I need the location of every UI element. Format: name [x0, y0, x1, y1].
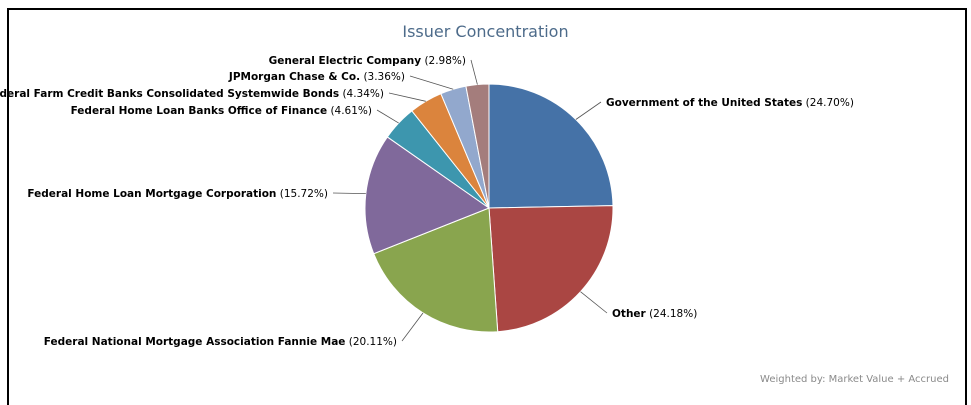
slice-label: JPMorgan Chase & Co. (3.36%) — [228, 71, 405, 83]
slice-connector — [376, 109, 399, 124]
slice-label: Government of the United States (24.70%) — [606, 97, 854, 109]
pie-slice[interactable] — [488, 205, 614, 333]
slice-connector — [580, 291, 608, 314]
slice-label: Federal Farm Credit Banks Consolidated S… — [0, 88, 384, 100]
slice-label: Other (24.18%) — [612, 308, 697, 320]
slice-connector — [332, 192, 366, 195]
pie-slice[interactable] — [465, 83, 490, 209]
slice-label: General Electric Company (2.98%) — [269, 55, 466, 67]
chart-title: Issuer Concentration — [402, 22, 569, 41]
slice-connector — [470, 59, 478, 85]
pie-slice[interactable] — [488, 83, 614, 209]
slice-connector — [388, 92, 426, 102]
pie-slice[interactable] — [373, 207, 499, 333]
footnote: Weighted by: Market Value + Accrued — [760, 374, 949, 385]
slice-label: Federal Home Loan Banks Office of Financ… — [71, 105, 372, 117]
pie-slice[interactable] — [364, 136, 491, 255]
slice-connector — [409, 75, 454, 90]
slice-label: Federal National Mortgage Association Fa… — [44, 336, 397, 348]
slice-connector — [575, 101, 602, 120]
slice-label: Federal Home Loan Mortgage Corporation (… — [27, 188, 328, 200]
slice-connector — [401, 312, 424, 342]
